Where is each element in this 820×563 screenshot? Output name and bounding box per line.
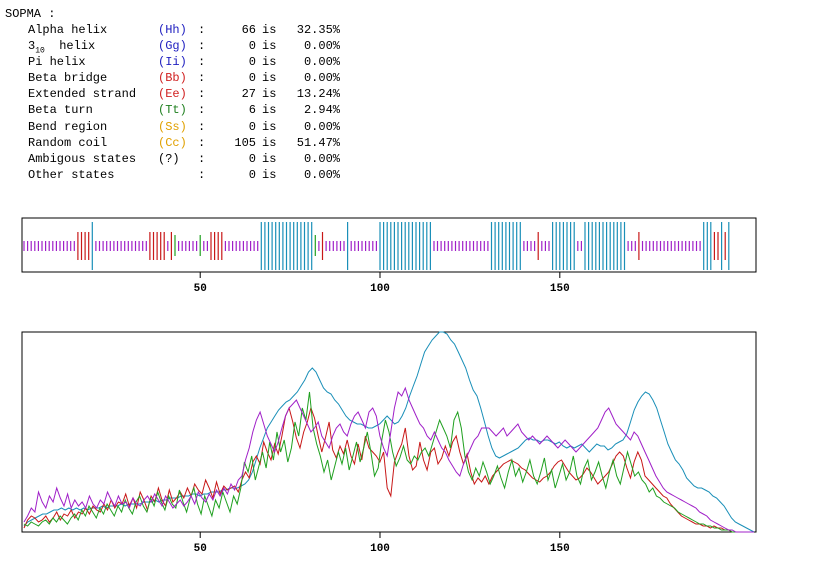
track-frame <box>21 217 757 273</box>
separator: : <box>198 71 206 86</box>
separator: : <box>198 23 206 37</box>
separator: : <box>198 103 206 118</box>
state-count: 27 <box>241 87 256 102</box>
is-label: is <box>262 87 277 102</box>
is-label: is <box>262 119 277 134</box>
state-percent: 0.00% <box>303 151 340 166</box>
separator: : <box>198 167 206 182</box>
is-label: is <box>262 135 277 150</box>
state-code: (Ss) <box>158 119 187 134</box>
state-count: 0 <box>248 167 256 182</box>
track-x-tick-label: 50 <box>194 283 207 295</box>
track-x-tick-label: 100 <box>370 283 390 295</box>
state-count: 6 <box>248 103 256 118</box>
is-label: is <box>262 151 277 166</box>
state-name: Alpha helix <box>28 23 108 37</box>
state-count: 0 <box>248 39 256 54</box>
state-code: (Cc) <box>158 135 187 150</box>
state-name: Other states <box>28 167 115 182</box>
state-name: Bend region <box>28 119 108 134</box>
state-name: Pi helix <box>28 55 86 70</box>
state-percent: 0.00% <box>303 39 340 54</box>
state-code: (Hh) <box>158 23 187 37</box>
state-percent: 0.00% <box>303 71 340 86</box>
state-name: Beta bridge <box>28 71 108 86</box>
is-label: is <box>262 23 277 37</box>
is-label: is <box>262 167 277 182</box>
state-code: (Tt) <box>158 103 187 118</box>
state-name: Beta turn <box>28 103 93 118</box>
state-count: 105 <box>234 135 256 150</box>
state-code: (Ii) <box>158 55 187 70</box>
state-percent: 32.35% <box>296 23 340 37</box>
profile-x-tick-label: 100 <box>370 543 390 555</box>
state-percent: 13.24% <box>296 87 340 102</box>
state-count: 0 <box>248 55 256 70</box>
state-code: (?) <box>158 151 180 166</box>
state-name-subscript: 10 <box>35 46 45 56</box>
profile-line <box>23 391 754 533</box>
state-name-main: 3 <box>28 39 36 54</box>
profile-x-tick-label: 50 <box>194 543 207 555</box>
state-count: 0 <box>248 151 256 166</box>
state-percent: 0.00% <box>303 119 340 134</box>
state-percent: 51.47% <box>296 135 340 150</box>
separator: : <box>198 39 206 54</box>
profile-line <box>23 331 755 533</box>
state-percent: 0.00% <box>303 167 340 182</box>
separator: : <box>198 135 206 150</box>
state-name: Extended strand <box>28 87 137 102</box>
state-code: (Bb) <box>158 71 187 86</box>
state-percent: 0.00% <box>303 55 340 70</box>
profile-x-tick-label: 150 <box>550 543 570 555</box>
is-label: is <box>262 103 277 118</box>
is-label: is <box>262 39 277 54</box>
separator: : <box>198 87 206 102</box>
state-count: 0 <box>248 119 256 134</box>
state-percent: 2.94% <box>303 103 340 118</box>
state-name-suffix: helix <box>44 39 96 54</box>
state-name: Ambigous states <box>28 151 137 166</box>
separator: : <box>198 151 206 166</box>
separator: : <box>198 119 206 134</box>
track-x-tick-label: 150 <box>550 283 570 295</box>
page-title: SOPMA : <box>5 7 56 21</box>
profile-line <box>23 406 754 533</box>
state-count: 0 <box>248 71 256 86</box>
state-count: 66 <box>241 23 256 37</box>
is-label: is <box>262 71 277 86</box>
state-code: (Gg) <box>158 39 187 54</box>
profile-line <box>23 386 754 533</box>
state-name: Random coil <box>28 135 108 150</box>
state-name: 310 helix <box>28 39 95 58</box>
state-code: (Ee) <box>158 87 187 102</box>
is-label: is <box>262 55 277 70</box>
separator: : <box>198 55 206 70</box>
